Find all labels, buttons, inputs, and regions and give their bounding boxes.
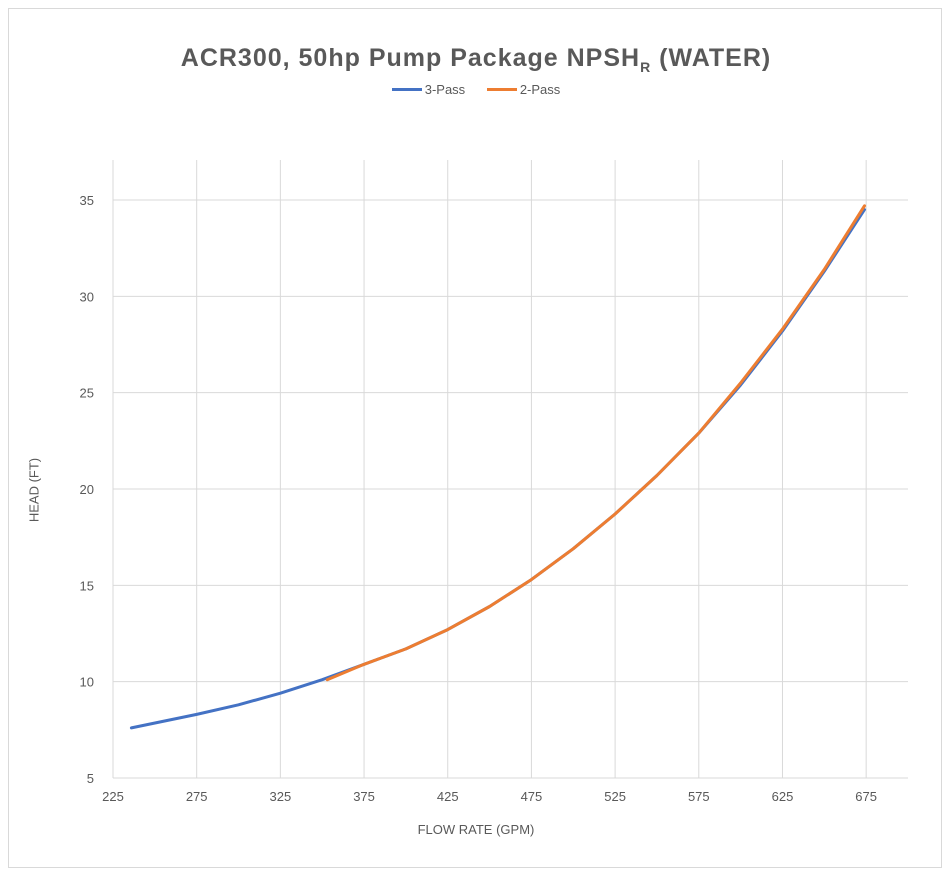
legend-swatch-3-pass — [391, 88, 422, 91]
x-tick-label-675: 675 — [855, 789, 877, 804]
x-tick-label-525: 525 — [604, 789, 626, 804]
chart-title: ACR300, 50hp Pump Package NPSHR (WATER) — [0, 44, 952, 75]
chart-title-tail: (WATER) — [651, 44, 772, 72]
y-tick-label-5: 5 — [87, 771, 94, 786]
y-tick-label-10: 10 — [80, 675, 94, 690]
series-line-2-pass — [325, 204, 866, 682]
chart-title-subscript: R — [640, 59, 652, 75]
y-tick-label-15: 15 — [80, 578, 94, 593]
x-tick-label-425: 425 — [437, 789, 459, 804]
y-axis-label: HEAD (FT) — [26, 457, 42, 523]
chart-legend: 3-Pass 2-Pass — [0, 79, 952, 97]
legend-swatch-2-pass — [486, 88, 517, 91]
y-tick-label-30: 30 — [80, 289, 94, 304]
chart-frame — [8, 8, 942, 868]
legend-label-2-pass: 2-Pass — [519, 82, 561, 97]
x-tick-label-475: 475 — [521, 789, 543, 804]
series-line-3-pass — [129, 208, 866, 730]
x-tick-label-325: 325 — [270, 789, 292, 804]
x-axis-label: FLOW RATE (GPM) — [417, 822, 535, 837]
y-tick-label-35: 35 — [80, 193, 94, 208]
x-tick-label-225: 225 — [102, 789, 124, 804]
x-tick-label-575: 575 — [688, 789, 710, 804]
legend-item-2-pass: 2-Pass — [486, 82, 561, 97]
chart-title-main: ACR300, 50hp Pump Package NPSH — [180, 44, 641, 72]
legend-item-3-pass: 3-Pass — [391, 82, 466, 97]
x-tick-label-275: 275 — [186, 789, 208, 804]
x-tick-label-625: 625 — [772, 789, 794, 804]
y-tick-label-25: 25 — [80, 386, 94, 401]
y-tick-label-20: 20 — [80, 482, 94, 497]
legend-label-3-pass: 3-Pass — [424, 82, 466, 97]
x-tick-label-375: 375 — [353, 789, 375, 804]
